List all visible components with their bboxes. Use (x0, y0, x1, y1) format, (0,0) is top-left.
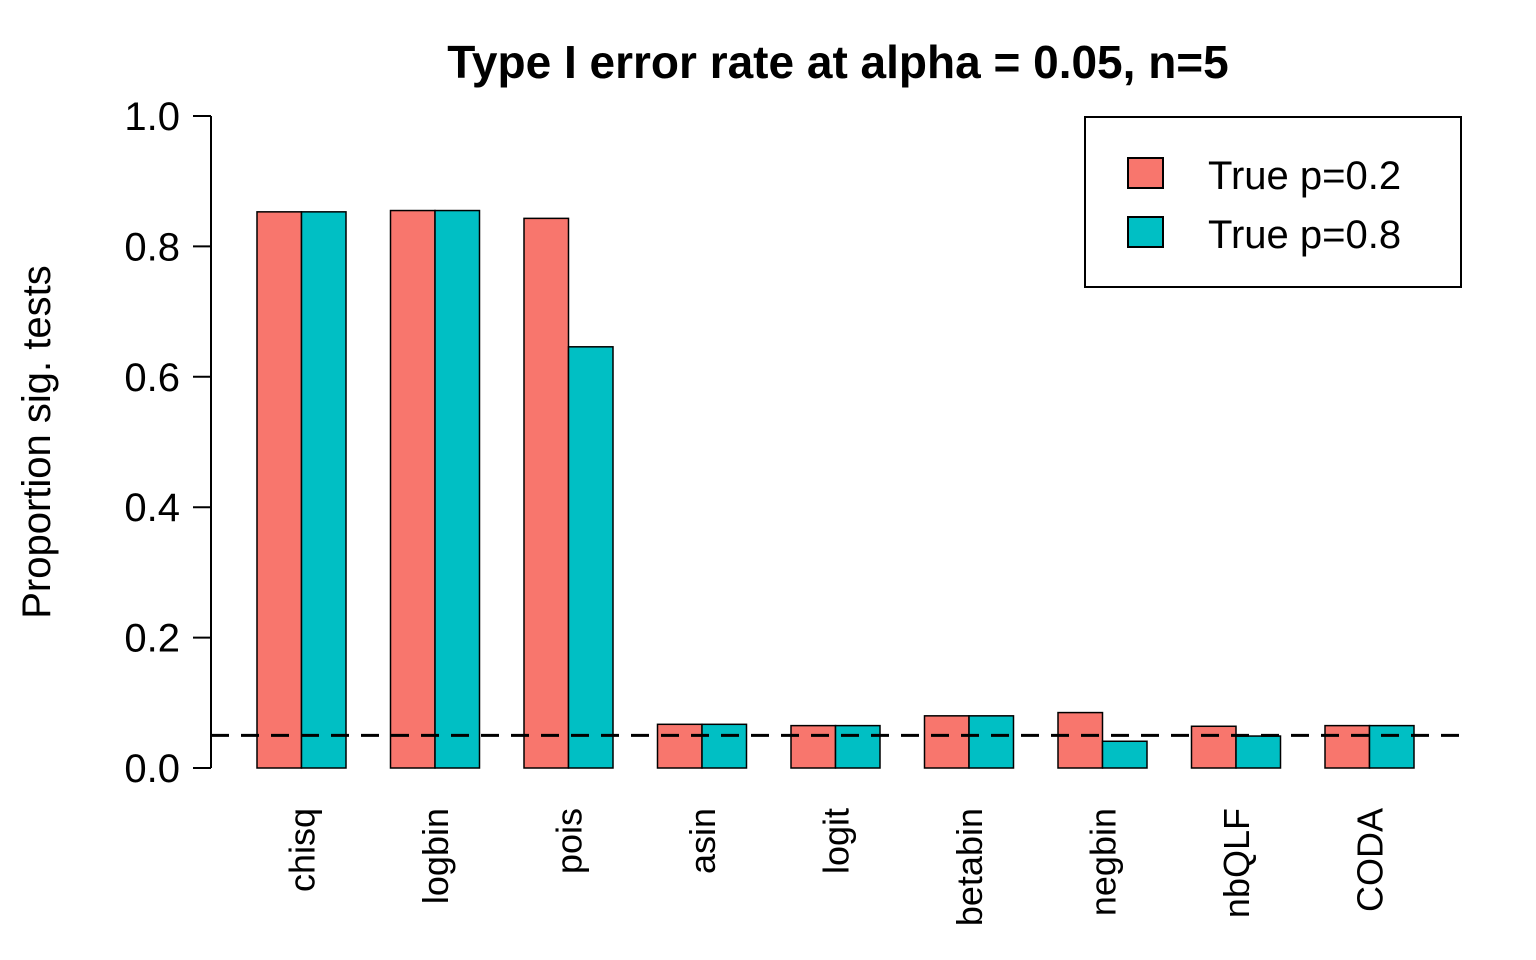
y-axis-label: Proportion sig. tests (15, 265, 59, 619)
y-tick-label: 1.0 (124, 95, 180, 139)
legend-box (1084, 116, 1462, 288)
x-tick-label-negbin: negbin (1083, 808, 1124, 916)
legend-swatch-p08 (1127, 216, 1164, 248)
x-tick-label-chisq: chisq (282, 808, 323, 892)
y-axis: 0.0 0.2 0.4 0.6 0.8 1.0 (124, 95, 212, 791)
bar-pois-series-0 (523, 217, 570, 769)
bar-CODA-series-1 (1368, 724, 1415, 769)
bar-betabin-series-1 (968, 715, 1015, 769)
bar-nbQLF-series-1 (1235, 735, 1282, 769)
bar-negbin-series-0 (1057, 711, 1104, 769)
legend-swatch-p02 (1127, 157, 1164, 189)
x-tick-label-CODA: CODA (1350, 808, 1391, 912)
legend: True p=0.2 True p=0.8 (1084, 116, 1462, 288)
y-tick-label: 0.2 (124, 617, 180, 661)
y-tick-label: 0.0 (124, 747, 180, 791)
x-tick-label-logbin: logbin (415, 808, 456, 904)
x-tick-label-betabin: betabin (949, 808, 990, 926)
bar-nbQLF-series-0 (1190, 725, 1237, 769)
x-tick-label-asin: asin (682, 808, 723, 874)
bar-logit-series-0 (790, 724, 837, 769)
y-tick-label: 0.6 (124, 356, 180, 400)
chart-title: Type I error rate at alpha = 0.05, n=5 (447, 36, 1229, 88)
bar-chisq-series-0 (256, 211, 303, 769)
y-tick-label: 0.4 (124, 486, 180, 530)
bar-asin-series-0 (656, 723, 703, 769)
bar-chisq-series-1 (300, 211, 347, 769)
bars (256, 209, 1415, 769)
legend-label-p08: True p=0.8 (1208, 213, 1401, 257)
bar-logbin-series-0 (389, 209, 436, 769)
bar-pois-series-1 (567, 346, 614, 769)
x-tick-label-nbQLF: nbQLF (1216, 808, 1257, 918)
bar-negbin-series-1 (1101, 740, 1148, 769)
bar-betabin-series-0 (923, 715, 970, 769)
bar-logbin-series-1 (434, 209, 481, 769)
y-tick-label: 0.8 (124, 225, 180, 269)
legend-label-p02: True p=0.2 (1208, 154, 1401, 198)
category-labels: chisq logbin pois asin logit betabin negbin nbQ… (282, 808, 1391, 926)
x-tick-label-pois: pois (549, 808, 590, 874)
x-tick-label-logit: logit (816, 808, 857, 874)
bar-logit-series-1 (834, 724, 881, 769)
bar-CODA-series-0 (1324, 724, 1371, 769)
bar-asin-series-1 (701, 723, 748, 769)
